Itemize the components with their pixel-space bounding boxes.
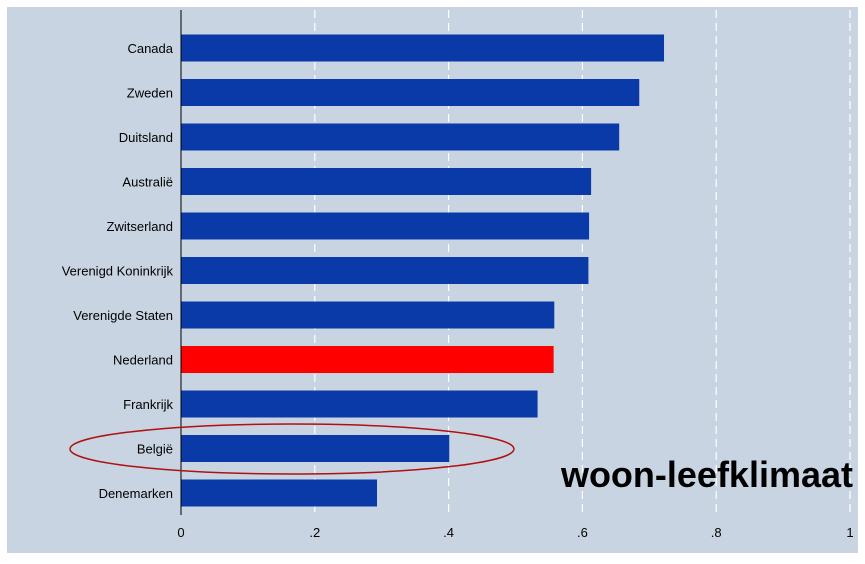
category-label: Canada (127, 41, 173, 56)
category-label: Denemarken (99, 486, 173, 501)
bar-10 (181, 479, 378, 507)
chart-annotation: woon-leefklimaat (560, 454, 853, 495)
category-label: Frankrijk (123, 397, 173, 412)
x-tick-label: .2 (309, 525, 320, 540)
bar-3 (181, 168, 592, 195)
bars (181, 34, 665, 507)
category-label: Australië (122, 175, 173, 190)
x-tick-label: .8 (711, 525, 722, 540)
category-label: Zwitserland (107, 219, 173, 234)
category-label: Duitsland (119, 130, 173, 145)
category-label: België (137, 442, 173, 457)
bar-1 (181, 79, 640, 106)
x-tick-label: 0 (177, 525, 184, 540)
bar-8 (181, 390, 538, 418)
bar-7 (181, 346, 554, 373)
bar-6 (181, 301, 555, 329)
x-tick-label: 1 (846, 525, 853, 540)
bar-2 (181, 123, 620, 151)
x-tick-labels: 0 .2 .4 .6 .8 1 (177, 525, 853, 540)
category-label: Verenigd Koninkrijk (62, 264, 174, 279)
circled-category-ellipse (69, 423, 515, 475)
bar-4 (181, 212, 590, 240)
category-label: Nederland (113, 353, 173, 368)
x-tick-label: .6 (577, 525, 588, 540)
bar-5 (181, 257, 589, 284)
bar-9 (181, 435, 450, 462)
category-label: Verenigde Staten (73, 308, 173, 323)
category-labels: Canada Zweden Duitsland Australië Zwitserlan… (62, 41, 174, 501)
bar-0 (181, 34, 665, 62)
category-label: Zweden (127, 86, 173, 101)
x-tick-label: .4 (443, 525, 454, 540)
